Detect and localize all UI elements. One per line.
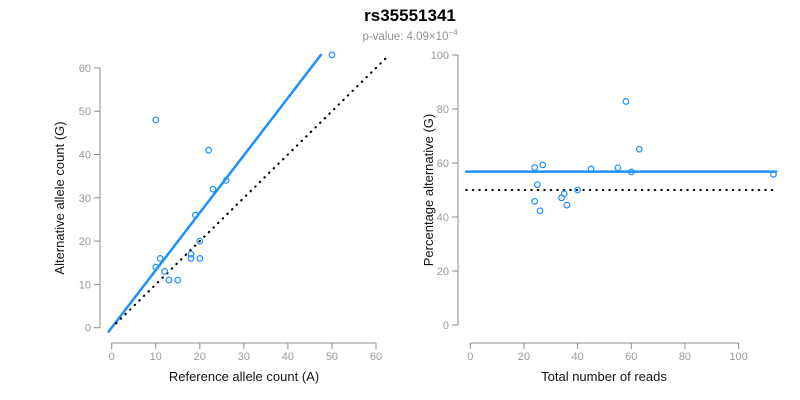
data-point (563, 201, 571, 209)
allele-count-scatter-y-axis-title: Alternative allele count (G) (52, 121, 67, 274)
y-tick-label: 80 (437, 104, 449, 116)
y-tick-label: 30 (79, 193, 91, 205)
data-point (196, 237, 204, 245)
data-point (539, 161, 547, 169)
data-point (587, 165, 595, 173)
data-point (205, 146, 213, 154)
x-tick-label: 30 (238, 351, 250, 363)
x-tick-label: 40 (282, 351, 294, 363)
x-tick-label: 20 (194, 351, 206, 363)
data-point (187, 250, 195, 258)
y-tick-label: 40 (79, 150, 91, 162)
y-tick-label: 20 (79, 236, 91, 248)
identity-line (115, 53, 391, 325)
allele-count-scatter-x-axis-title: Reference allele count (A) (169, 369, 319, 384)
x-tick-label: 80 (679, 351, 691, 363)
data-point (533, 181, 541, 189)
y-tick-label: 50 (79, 106, 91, 118)
x-tick-label: 60 (625, 351, 637, 363)
data-point (209, 185, 217, 193)
y-tick-label: 0 (85, 323, 91, 335)
data-point (187, 255, 195, 262)
data-point (536, 207, 544, 215)
data-point (770, 170, 777, 178)
data-point (531, 164, 539, 171)
y-tick-label: 60 (79, 63, 91, 75)
data-point (614, 164, 622, 172)
y-tick-label: 10 (79, 279, 91, 291)
data-point (560, 190, 568, 198)
data-point (161, 268, 168, 275)
data-point (156, 255, 164, 262)
data-point (152, 263, 160, 271)
x-tick-label: 50 (326, 351, 338, 363)
x-tick-label: 20 (518, 351, 530, 363)
data-point (574, 186, 582, 194)
percentage-alternative-scatter-y-axis-title: Percentage alternative (G) (421, 114, 436, 266)
y-tick-label: 0 (443, 320, 449, 332)
data-point (152, 116, 160, 124)
x-tick-label: 10 (150, 351, 162, 363)
data-point (174, 276, 182, 284)
data-point (635, 145, 643, 153)
data-point (622, 98, 630, 105)
data-point (196, 255, 204, 262)
x-tick-label: 0 (467, 351, 473, 363)
x-tick-label: 40 (571, 351, 583, 363)
y-tick-label: 60 (437, 158, 449, 170)
data-point (222, 177, 230, 184)
fit-line (107, 53, 323, 333)
x-tick-label: 100 (729, 351, 747, 363)
data-point (191, 211, 199, 219)
data-point (328, 51, 336, 59)
data-point (627, 168, 635, 176)
y-tick-label: 20 (437, 266, 449, 278)
y-tick-label: 100 (431, 50, 449, 62)
y-tick-label: 40 (437, 212, 449, 224)
percentage-alternative-scatter-x-axis-title: Total number of reads (541, 369, 667, 384)
x-tick-label: 0 (109, 351, 115, 363)
x-tick-label: 60 (370, 351, 382, 363)
data-point (531, 197, 539, 205)
data-point (165, 276, 173, 284)
